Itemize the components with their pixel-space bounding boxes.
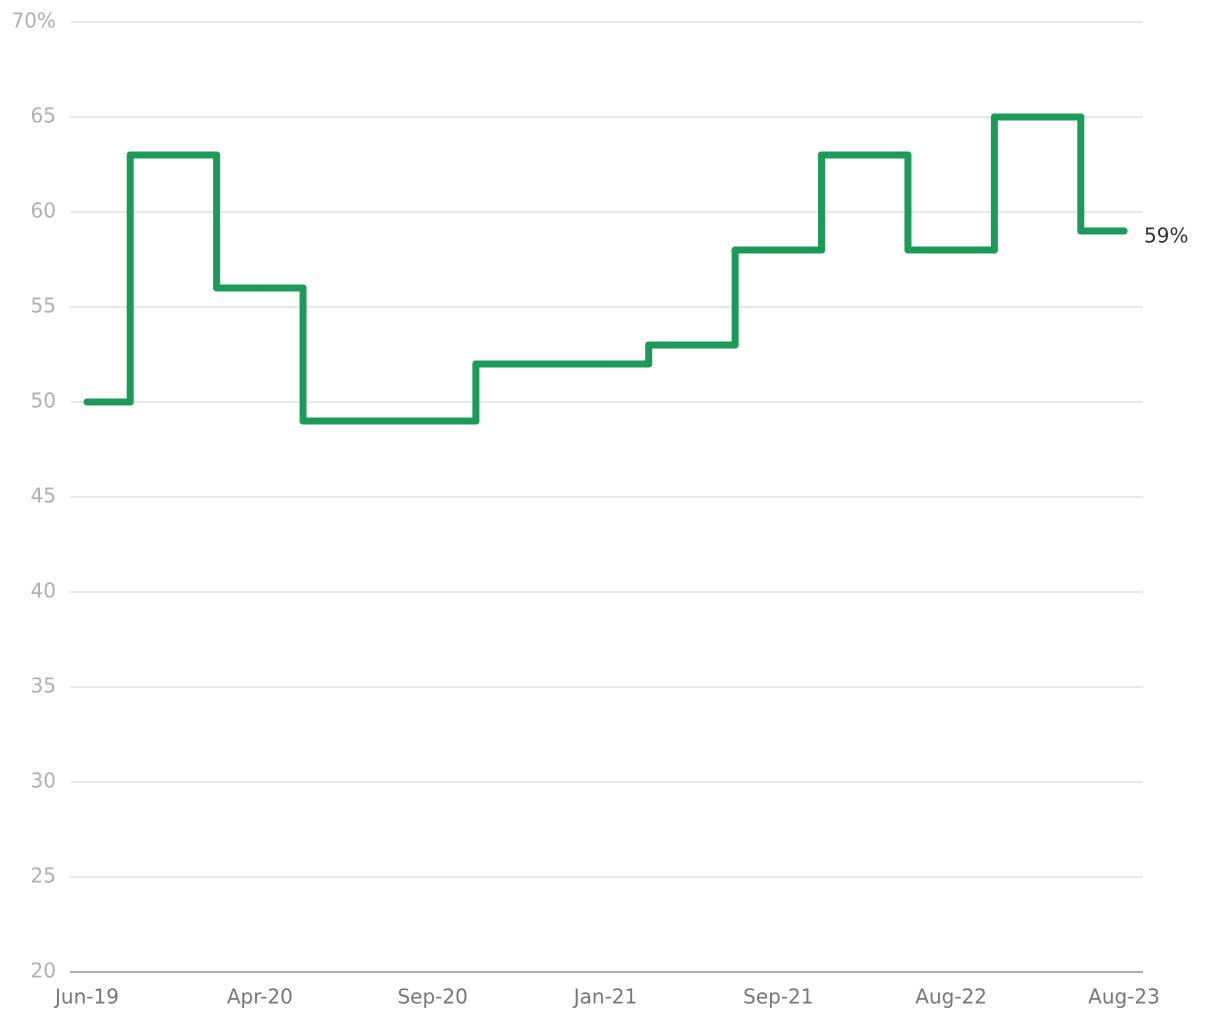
- y-tick-label: 70%: [12, 9, 56, 33]
- x-tick-label: Jan-21: [572, 985, 638, 1009]
- y-tick-label: 60: [31, 199, 56, 223]
- x-tick-label: Apr-20: [227, 985, 293, 1009]
- y-tick-label: 55: [31, 294, 56, 318]
- y-tick-label: 40: [31, 579, 56, 603]
- y-tick-label: 50: [31, 389, 56, 413]
- value-label: 59%: [1144, 224, 1188, 248]
- y-tick-label: 35: [31, 674, 56, 698]
- y-tick-label: 30: [31, 769, 56, 793]
- x-tick-label: Aug-23: [1088, 985, 1160, 1009]
- x-tick-label: Aug-22: [915, 985, 987, 1009]
- y-tick-label: 20: [31, 959, 56, 983]
- y-tick-label: 65: [31, 104, 56, 128]
- y-tick-label: 25: [31, 864, 56, 888]
- x-tick-label: Sep-21: [743, 985, 813, 1009]
- y-tick-label: 45: [31, 484, 56, 508]
- x-tick-label: Sep-20: [397, 985, 467, 1009]
- x-tick-label: Jun-19: [53, 985, 119, 1009]
